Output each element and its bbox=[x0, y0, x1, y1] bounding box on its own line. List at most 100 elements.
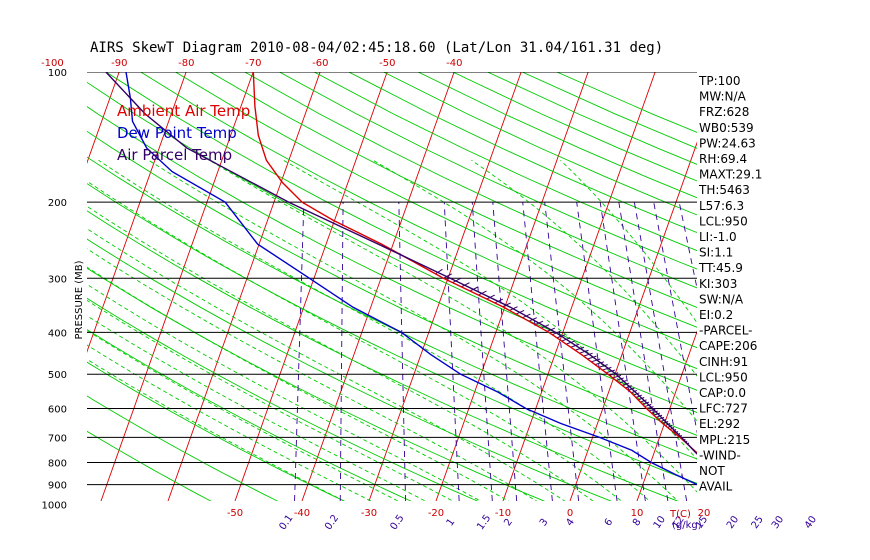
bottom-temp-tick-label: -50 bbox=[227, 508, 243, 519]
top-temp-tick-label: -80 bbox=[178, 58, 194, 69]
index-label: KI:303 bbox=[699, 277, 737, 291]
dry-adiabat-line bbox=[87, 267, 546, 501]
mixing-ratio-line bbox=[678, 202, 697, 291]
cape-hatch-line bbox=[612, 374, 622, 379]
dry-adiabat-line bbox=[105, 72, 697, 370]
index-label: EL:292 bbox=[699, 417, 740, 431]
cape-hatch-line bbox=[655, 414, 663, 418]
isotherm-line bbox=[234, 72, 388, 501]
cape-hatch-line bbox=[651, 410, 658, 414]
cape-hatch-line bbox=[583, 352, 593, 357]
mixing-ratio-axis: 0.1 0.2 0.5 1 1.5 2 3 4 6 8 10 12 15 20 25 30 40 bbox=[277, 513, 819, 532]
dry-adiabat-line bbox=[87, 430, 212, 501]
mixing-ratio-tick-label: 1 bbox=[445, 517, 458, 529]
dry-adiabat-line bbox=[87, 238, 612, 501]
index-label: TT:45.9 bbox=[698, 261, 743, 275]
moist-adiabat-line bbox=[87, 205, 594, 501]
mixing-ratio-tick-label: 3 bbox=[538, 517, 551, 529]
mixing-ratio-line bbox=[294, 202, 305, 501]
cape-hatch-line bbox=[594, 361, 605, 366]
cape-hatch-line bbox=[615, 377, 624, 381]
mixing-ratio-tick-label: 20 bbox=[725, 514, 741, 531]
pressure-tick-label: 400 bbox=[48, 328, 67, 339]
dry-adiabat-line bbox=[383, 72, 697, 216]
mixing-ratio-tick-label: 4 bbox=[564, 517, 577, 529]
mixing-ratio-tick-label: 30 bbox=[770, 514, 786, 531]
plot-area bbox=[87, 52, 870, 501]
dry-adiabat-line bbox=[87, 395, 279, 501]
index-label: RH:69.4 bbox=[699, 152, 747, 166]
moist-adiabat-line bbox=[88, 182, 623, 501]
top-temp-tick-label: -100 bbox=[41, 58, 64, 69]
cape-hatch-line bbox=[452, 277, 461, 284]
pressure-tick-label: 200 bbox=[48, 198, 67, 209]
x-axis-label: T(C) bbox=[669, 509, 691, 520]
dry-adiabat-line bbox=[175, 72, 697, 328]
index-label: FRZ:628 bbox=[699, 105, 749, 119]
cape-hatch-line bbox=[637, 397, 645, 401]
mixing-ratio-lines bbox=[294, 202, 697, 501]
moist-adiabat-line bbox=[148, 159, 679, 501]
pressure-tick-label: 800 bbox=[48, 458, 67, 469]
profile-series bbox=[105, 72, 697, 486]
index-label: CAPE:206 bbox=[699, 339, 757, 353]
dry-adiabat-line bbox=[87, 81, 697, 391]
moist-adiabat-line bbox=[87, 228, 566, 501]
dry-adiabat-line bbox=[87, 361, 346, 501]
pressure-tick-label: 300 bbox=[48, 274, 67, 285]
index-label: MW:N/A bbox=[699, 90, 747, 104]
air-parcel-templine bbox=[105, 72, 697, 455]
dry-adiabat-line bbox=[87, 106, 697, 413]
index-label: WB0:539 bbox=[699, 121, 754, 135]
bottom-temp-tick-label: -30 bbox=[361, 508, 377, 519]
mixing-ratio-line bbox=[544, 202, 580, 501]
isotherm-line bbox=[100, 72, 254, 501]
moist-adiabat-line bbox=[87, 330, 400, 501]
index-label: TP:100 bbox=[698, 74, 741, 88]
cape-hatch-line bbox=[591, 358, 601, 363]
bottom-temp-tick-label: 20 bbox=[698, 508, 711, 519]
mixing-ratio-tick-label: 6 bbox=[603, 517, 616, 529]
index-label: NOT bbox=[699, 464, 725, 478]
moist-adiabat-line bbox=[87, 299, 454, 501]
legend-entry: Dew Point Temp bbox=[117, 124, 237, 142]
index-label: -WIND- bbox=[699, 448, 741, 462]
moist-adiabat-line bbox=[209, 159, 697, 493]
pressure-tick-label: 700 bbox=[48, 433, 67, 444]
chart-title: AIRS SkewT Diagram 2010-08-04/02:45:18.6… bbox=[90, 40, 663, 56]
dry-adiabats bbox=[87, 72, 697, 501]
mixing-ratio-tick-label: 8 bbox=[631, 517, 644, 529]
moist-adiabat-line bbox=[87, 344, 372, 501]
cape-hatch-line bbox=[662, 421, 669, 424]
dry-adiabat-line bbox=[87, 329, 412, 501]
legend-entry: Air Parcel Temp bbox=[117, 146, 232, 164]
mixing-ratio-line bbox=[443, 202, 460, 501]
isotherm-line bbox=[636, 330, 697, 501]
top-temperature-axis: -120-110-100-90-80-70-60-50-40 bbox=[41, 58, 463, 69]
dry-adiabat-line bbox=[209, 72, 697, 308]
index-label: CAP:0.0 bbox=[699, 386, 746, 400]
moist-adiabat-line bbox=[87, 266, 510, 501]
mixing-ratio-unit: (g/kg) bbox=[672, 520, 702, 531]
cape-hatch-line bbox=[579, 349, 589, 354]
isotherm-line bbox=[368, 72, 522, 501]
isotherm-line bbox=[87, 72, 120, 164]
cape-hatch-line bbox=[618, 380, 627, 384]
cape-hatch-line bbox=[605, 369, 616, 374]
cape-hatch-line bbox=[461, 282, 470, 288]
cape-hatch-line bbox=[640, 399, 647, 403]
mixing-ratio-line bbox=[492, 202, 518, 501]
isotherm-line bbox=[771, 52, 870, 501]
dew-point-templine bbox=[125, 72, 697, 486]
index-label: SI:1.1 bbox=[699, 246, 733, 260]
index-label: LFC:727 bbox=[699, 402, 748, 416]
mixing-ratio-tick-label: 10 bbox=[652, 514, 668, 531]
mixing-ratio-tick-label: 25 bbox=[750, 514, 766, 531]
dry-adiabat-line bbox=[279, 72, 697, 270]
cape-hatch-line bbox=[435, 268, 443, 275]
index-label: AVAIL bbox=[699, 480, 733, 494]
index-label: MPL:215 bbox=[699, 433, 750, 447]
dry-adiabat-line bbox=[313, 72, 697, 252]
isotherm-line bbox=[435, 72, 589, 501]
bottom-temp-tick-label: -20 bbox=[428, 508, 444, 519]
